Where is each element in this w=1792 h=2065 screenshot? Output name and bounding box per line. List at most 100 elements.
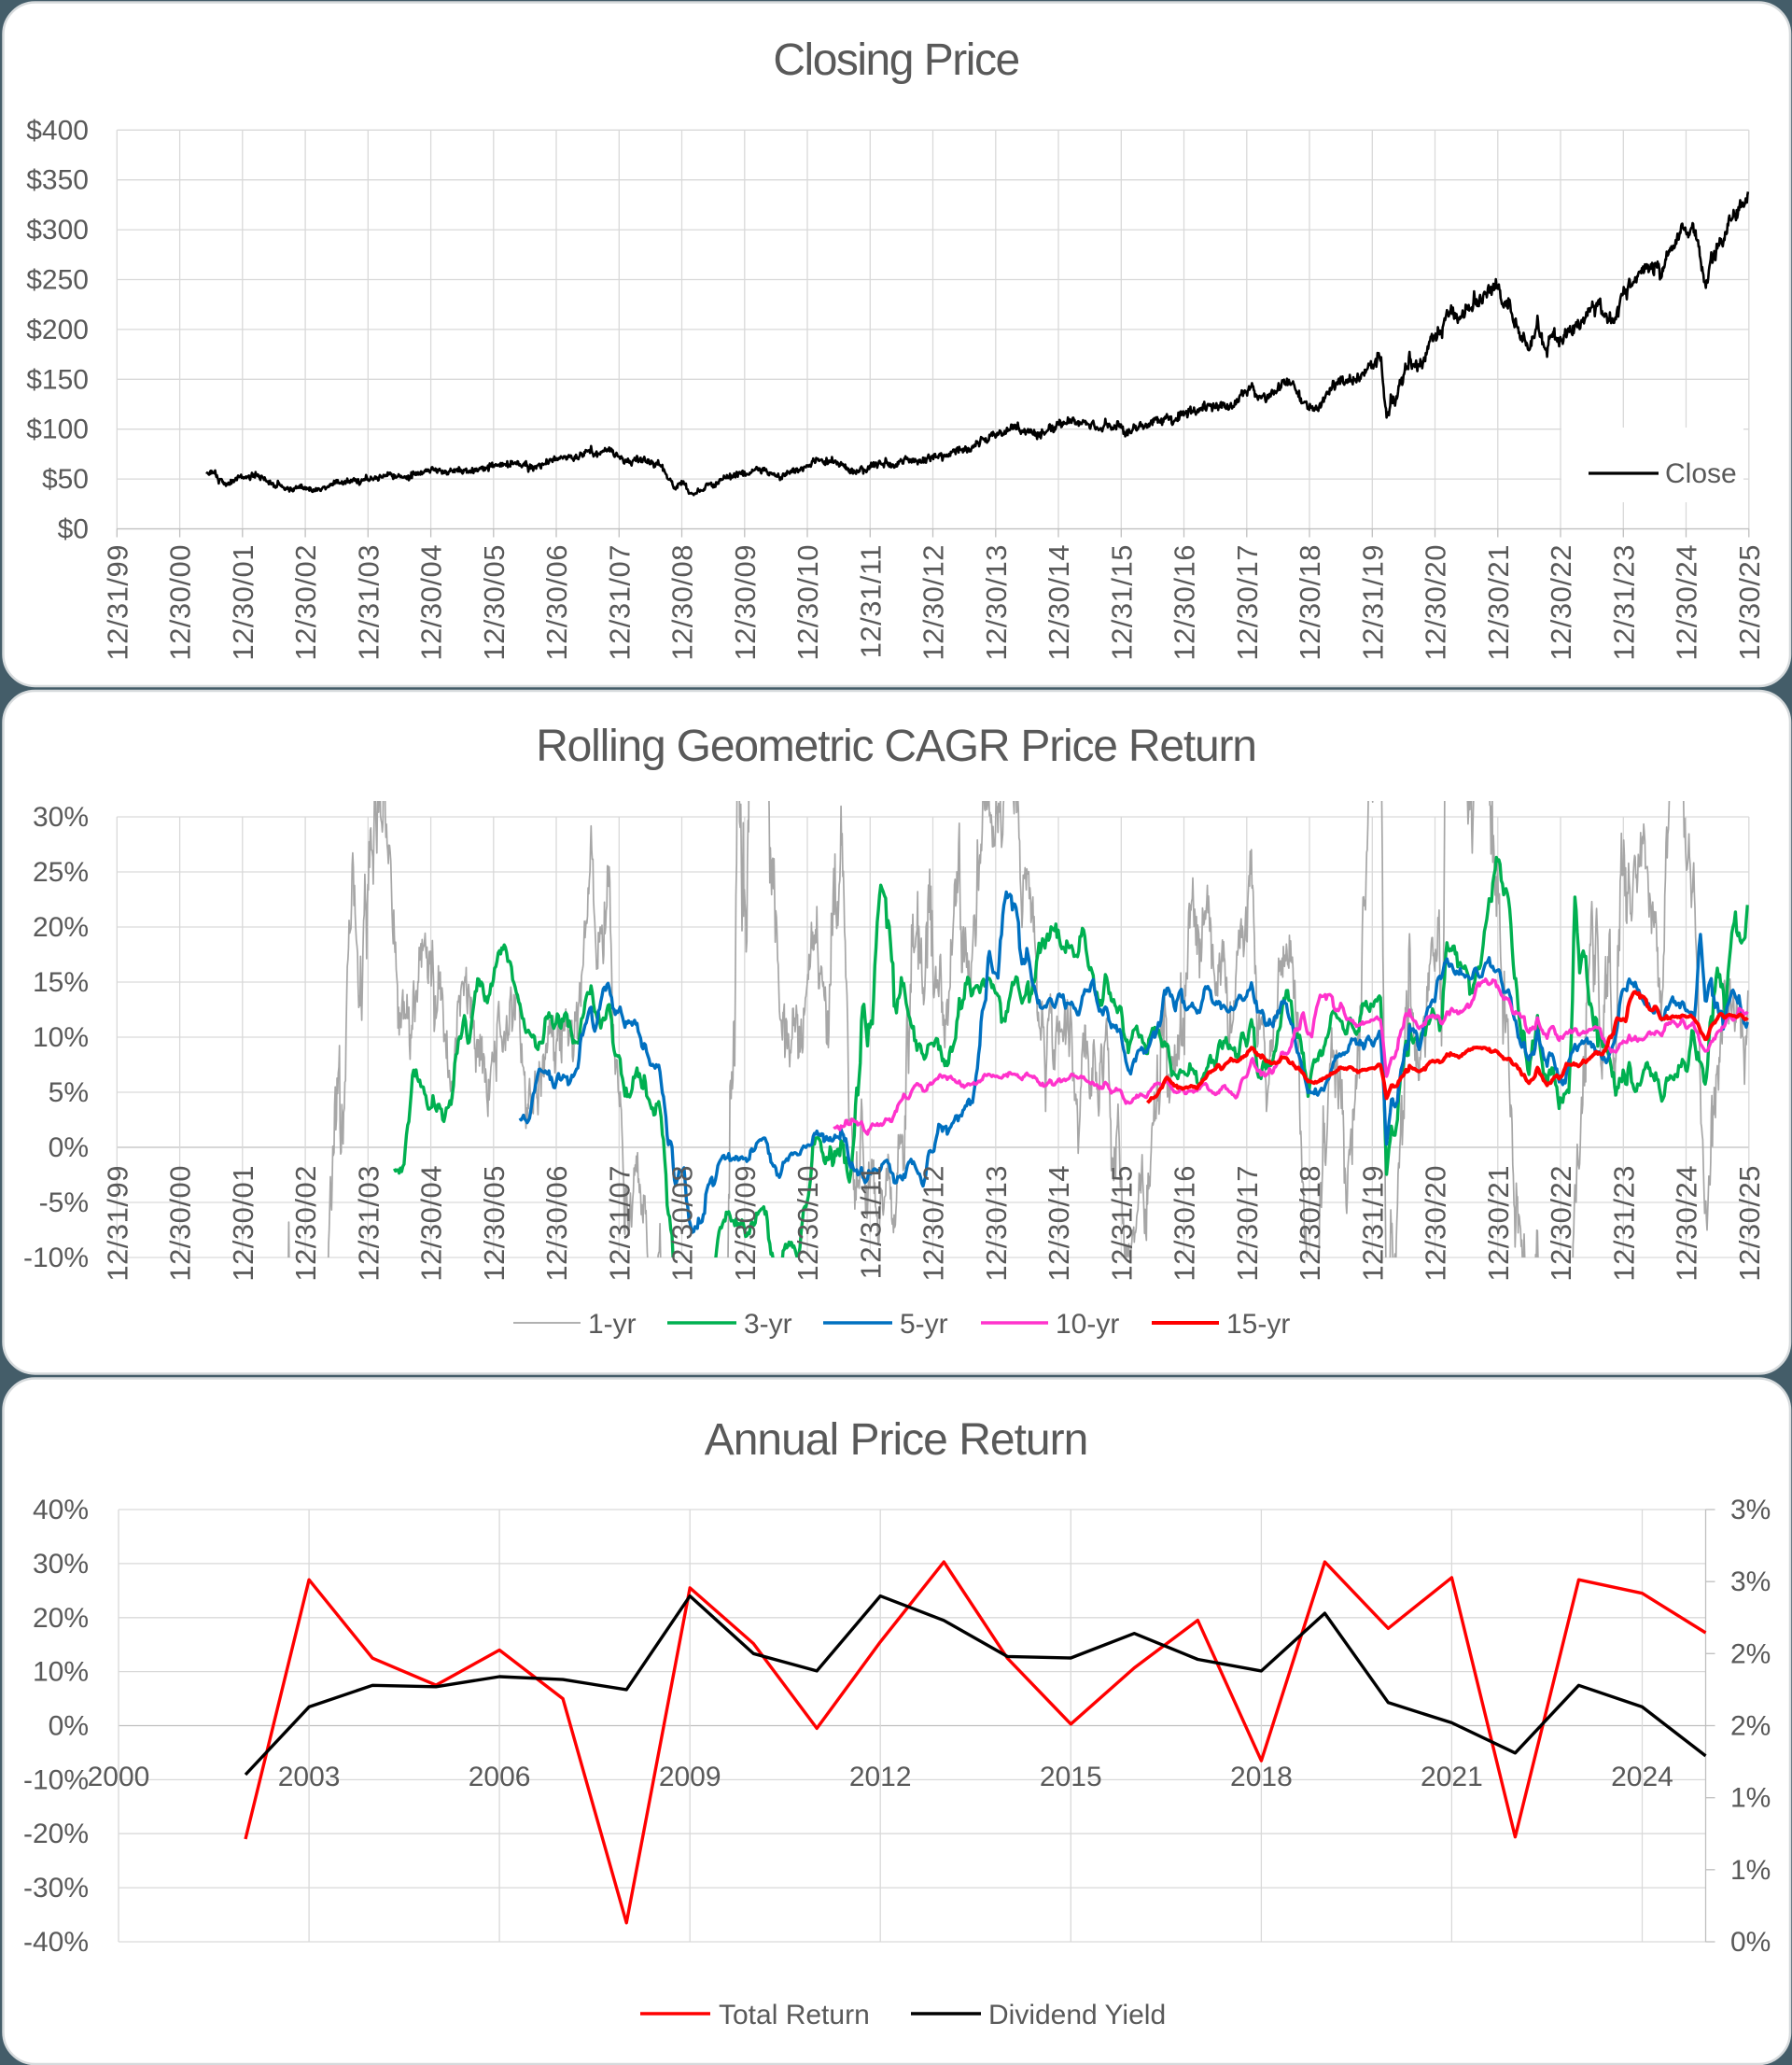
svg-text:12/30/22: 12/30/22 [1545, 1165, 1577, 1282]
svg-text:12/30/17: 12/30/17 [1231, 1165, 1264, 1282]
svg-text:12/31/07: 12/31/07 [603, 1165, 636, 1282]
svg-text:12/31/99: 12/31/99 [101, 544, 133, 661]
svg-text:12/30/04: 12/30/04 [415, 544, 448, 661]
svg-text:12/31/23: 12/31/23 [1607, 544, 1640, 661]
svg-text:12/30/09: 12/30/09 [729, 1165, 762, 1282]
svg-text:12/30/08: 12/30/08 [666, 1165, 699, 1282]
svg-text:2006: 2006 [469, 1762, 531, 1792]
svg-text:$50: $50 [42, 464, 89, 495]
svg-text:12/30/05: 12/30/05 [478, 1165, 511, 1282]
svg-text:12/30/10: 12/30/10 [791, 544, 824, 661]
svg-text:-20%: -20% [23, 1819, 89, 1849]
svg-text:12/31/15: 12/31/15 [1105, 544, 1138, 661]
svg-text:12/30/02: 12/30/02 [289, 544, 322, 661]
svg-text:Dividend Yield: Dividend Yield [988, 2000, 1166, 2030]
svg-text:10%: 10% [33, 1657, 89, 1688]
svg-text:5%: 5% [49, 1077, 89, 1108]
svg-text:12/30/16: 12/30/16 [1169, 1165, 1201, 1282]
svg-text:$200: $200 [26, 315, 89, 345]
svg-text:2018: 2018 [1230, 1762, 1293, 1792]
svg-text:12/30/20: 12/30/20 [1420, 544, 1452, 661]
svg-text:30%: 30% [33, 1549, 89, 1580]
svg-text:12/30/17: 12/30/17 [1231, 544, 1264, 661]
svg-text:3%: 3% [1730, 1566, 1771, 1597]
svg-text:30%: 30% [33, 802, 89, 833]
svg-text:12/30/00: 12/30/00 [164, 544, 197, 661]
svg-text:12/30/13: 12/30/13 [980, 544, 1013, 661]
svg-text:1%: 1% [1730, 1783, 1771, 1814]
svg-text:1-yr: 1-yr [588, 1309, 637, 1340]
svg-text:20%: 20% [33, 912, 89, 943]
svg-text:$150: $150 [26, 364, 89, 395]
svg-text:12/31/19: 12/31/19 [1356, 1165, 1389, 1282]
svg-text:12/31/15: 12/31/15 [1105, 1165, 1138, 1282]
svg-text:-10%: -10% [23, 1764, 89, 1795]
svg-text:$100: $100 [26, 414, 89, 445]
svg-text:12/30/00: 12/30/00 [164, 1165, 197, 1282]
svg-text:12/30/13: 12/30/13 [980, 1165, 1013, 1282]
svg-text:0%: 0% [1730, 1927, 1771, 1958]
svg-text:Close: Close [1665, 458, 1737, 489]
svg-text:-10%: -10% [23, 1243, 89, 1273]
svg-text:12/31/07: 12/31/07 [603, 544, 636, 661]
svg-text:$300: $300 [26, 215, 89, 246]
svg-text:12/31/23: 12/31/23 [1607, 1165, 1640, 1282]
svg-text:2003: 2003 [278, 1762, 341, 1792]
svg-text:$400: $400 [26, 115, 89, 146]
svg-text:12/30/06: 12/30/06 [540, 544, 573, 661]
svg-text:2021: 2021 [1421, 1762, 1483, 1792]
svg-text:12/30/12: 12/30/12 [917, 1165, 950, 1282]
svg-text:12/30/08: 12/30/08 [666, 544, 699, 661]
svg-text:2024: 2024 [1611, 1762, 1673, 1792]
svg-text:$250: $250 [26, 265, 89, 296]
svg-text:10%: 10% [33, 1022, 89, 1053]
svg-text:12/30/02: 12/30/02 [289, 1165, 322, 1282]
svg-text:Total Return: Total Return [719, 2000, 870, 2030]
svg-text:12/30/25: 12/30/25 [1733, 544, 1766, 661]
svg-text:12/31/11: 12/31/11 [854, 1165, 887, 1279]
svg-text:$350: $350 [26, 165, 89, 196]
svg-text:3-yr: 3-yr [744, 1309, 792, 1340]
svg-text:Annual Price Return: Annual Price Return [705, 1415, 1088, 1465]
svg-text:12/30/24: 12/30/24 [1671, 544, 1703, 661]
svg-text:15%: 15% [33, 967, 89, 998]
svg-text:3%: 3% [1730, 1495, 1771, 1525]
svg-text:12/30/25: 12/30/25 [1733, 1165, 1766, 1282]
svg-text:2009: 2009 [659, 1762, 721, 1792]
svg-text:12/30/16: 12/30/16 [1169, 544, 1201, 661]
svg-text:Closing Price: Closing Price [773, 35, 1018, 85]
svg-text:12/30/21: 12/30/21 [1482, 544, 1515, 661]
svg-text:1%: 1% [1730, 1855, 1771, 1886]
svg-text:15-yr: 15-yr [1226, 1309, 1290, 1340]
svg-text:12/30/24: 12/30/24 [1671, 1165, 1703, 1282]
svg-text:2000: 2000 [88, 1762, 150, 1792]
svg-text:-5%: -5% [39, 1187, 89, 1218]
svg-text:12/30/01: 12/30/01 [227, 1165, 259, 1282]
svg-text:12/30/12: 12/30/12 [917, 544, 950, 661]
svg-text:12/31/03: 12/31/03 [352, 544, 385, 661]
svg-text:0%: 0% [49, 1132, 89, 1163]
svg-text:12/30/18: 12/30/18 [1294, 1165, 1326, 1282]
svg-text:2015: 2015 [1040, 1762, 1102, 1792]
svg-text:12/30/04: 12/30/04 [415, 1165, 448, 1282]
svg-text:12/30/06: 12/30/06 [540, 1165, 573, 1282]
svg-text:2012: 2012 [849, 1762, 912, 1792]
svg-text:2%: 2% [1730, 1638, 1771, 1669]
svg-text:12/30/01: 12/30/01 [227, 544, 259, 661]
svg-text:$0: $0 [58, 514, 89, 545]
svg-text:12/31/99: 12/31/99 [101, 1165, 133, 1282]
svg-text:Rolling Geometric CAGR Price R: Rolling Geometric CAGR Price Return [536, 722, 1256, 771]
svg-text:2%: 2% [1730, 1711, 1771, 1742]
svg-text:12/30/14: 12/30/14 [1043, 544, 1075, 661]
svg-text:-40%: -40% [23, 1927, 89, 1958]
svg-text:40%: 40% [33, 1495, 89, 1525]
svg-text:12/30/14: 12/30/14 [1043, 1165, 1075, 1282]
svg-text:20%: 20% [33, 1603, 89, 1634]
svg-text:12/30/10: 12/30/10 [791, 1165, 824, 1282]
svg-text:10-yr: 10-yr [1056, 1309, 1119, 1340]
svg-text:12/31/19: 12/31/19 [1356, 544, 1389, 661]
svg-text:12/30/05: 12/30/05 [478, 544, 511, 661]
svg-text:12/30/22: 12/30/22 [1545, 544, 1577, 661]
svg-text:12/30/20: 12/30/20 [1420, 1165, 1452, 1282]
svg-text:12/30/09: 12/30/09 [729, 544, 762, 661]
